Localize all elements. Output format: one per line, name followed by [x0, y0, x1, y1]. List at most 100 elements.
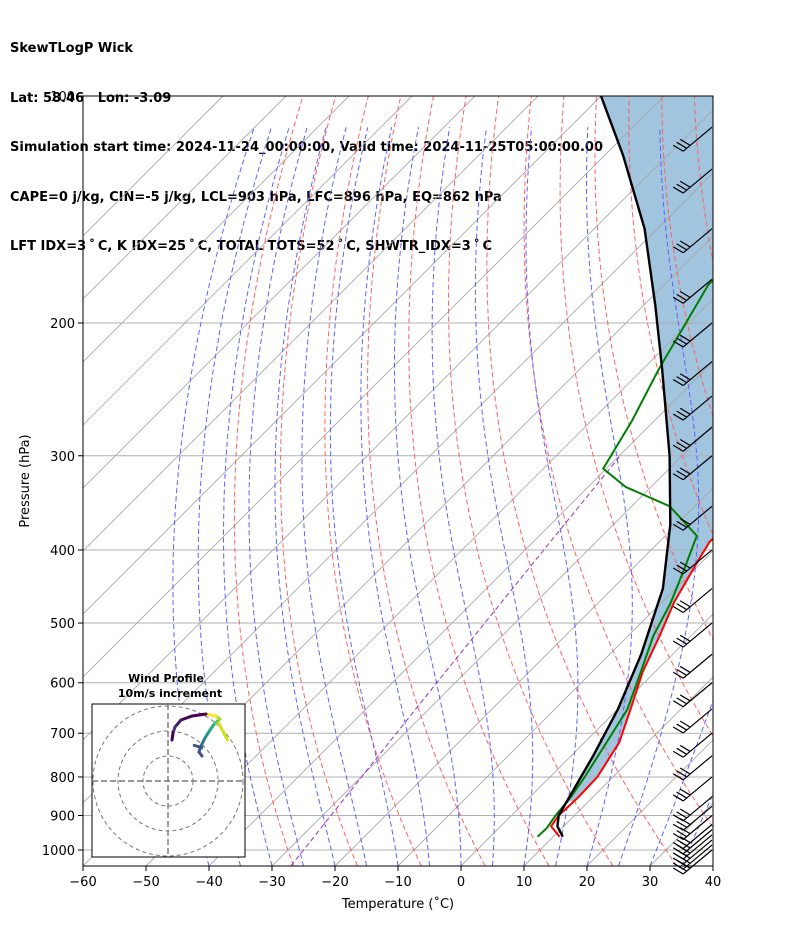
wind-barb [672, 708, 713, 734]
moist-adiabat [172, 127, 255, 866]
dry-adiabat [367, 96, 486, 866]
inset-subtitle: 10m/s increment [118, 687, 222, 700]
mixing-ratio-line [290, 456, 620, 866]
moist-adiabat [474, 127, 534, 866]
isotherm-line [271, 424, 713, 866]
wind-barb [672, 653, 713, 679]
moist-adiabat [248, 127, 308, 866]
chart-title: SkewTLogP Wick [10, 41, 134, 56]
dry-adiabat [486, 96, 678, 866]
location-line: Lat: 58.46 Lon: -3.09 [10, 90, 172, 106]
isotherm-line [145, 298, 713, 866]
isotherm-line [334, 487, 713, 866]
hodograph-segment [204, 712, 218, 718]
hodograph-segment [203, 728, 212, 740]
axes-layer: −60 −50 −40 −30 −20 −10 0 10 20 30 40 100 200 300 400 5… [42, 90, 721, 890]
x-tick-label: −20 [321, 875, 348, 890]
isotherm-line [83, 96, 665, 678]
dry-adiabat [233, 96, 304, 866]
x-tick-label: 40 [705, 875, 722, 890]
dry-adiabat [661, 96, 713, 418]
x-tick-label: 20 [579, 875, 596, 890]
inset-title: Wind Profile [128, 672, 204, 685]
wind-barb [672, 755, 713, 781]
y-tick-label: 400 [50, 544, 75, 559]
wind-barb [672, 815, 713, 841]
wind-barb [672, 805, 713, 831]
x-tick-label: −50 [132, 875, 159, 890]
y-tick-label: 900 [50, 810, 75, 825]
dry-adiabat [727, 96, 794, 866]
x-tick-label: −60 [69, 875, 96, 890]
hodograph-segment [190, 712, 208, 718]
dry-adiabat [324, 96, 422, 866]
x-tick-label: −10 [384, 875, 411, 890]
wind-barb [672, 549, 713, 575]
y-tick-label: 200 [50, 317, 75, 332]
x-tick-label: −40 [195, 875, 222, 890]
dry-adiabat [559, 96, 713, 737]
moist-adiabat [393, 127, 462, 866]
parcel-line [556, 96, 672, 838]
moist-adiabat [618, 127, 700, 866]
y-tick-label: 500 [50, 617, 75, 632]
wind-barb [672, 322, 713, 348]
isotherm-line [712, 865, 713, 866]
hodograph-segment [216, 721, 230, 742]
wind-barb [672, 796, 713, 822]
x-tick-label: 30 [642, 875, 659, 890]
y-tick-label: 800 [50, 771, 75, 786]
y-tick-label: 600 [50, 677, 75, 692]
wind-barb [672, 228, 713, 254]
wind-barb [672, 505, 713, 531]
chart-header: SkewTLogP Wick Lat: 58.46 Lon: -3.09 Sim… [10, 8, 603, 272]
hodograph-segment [192, 743, 204, 750]
profile-layer [536, 96, 713, 838]
wind-barb [672, 126, 713, 152]
wind-barb [672, 682, 713, 708]
wind-barb [672, 395, 713, 421]
grid-layer [83, 96, 794, 866]
isotherm-line [83, 96, 602, 615]
time-line: Simulation start time: 2024-11-24_00:00:… [10, 140, 603, 155]
wind-barb [672, 824, 713, 850]
isotherm-line [83, 96, 224, 237]
x-tick-label: 10 [516, 875, 533, 890]
hodograph-segment [173, 718, 183, 729]
moist-adiabat [329, 127, 399, 866]
wind-barb [672, 776, 713, 802]
x-axis-label: Temperature (˚C) [341, 896, 454, 912]
x-tick-label: −30 [258, 875, 285, 890]
isotherm-line [523, 676, 713, 866]
dry-adiabat [448, 96, 614, 866]
y-tick-label: 100 [50, 90, 75, 105]
isotherm-line [83, 109, 713, 741]
y-tick-label: 1000 [42, 844, 75, 859]
wind-barb [672, 455, 713, 481]
x-tick-label: 0 [457, 875, 465, 890]
moist-adiabat [649, 698, 713, 866]
isotherm-line [83, 96, 476, 489]
wind-barb [672, 278, 713, 304]
wind-barb [672, 622, 713, 648]
wind-barb [672, 168, 713, 194]
moist-adiabat [431, 127, 495, 866]
dry-adiabat [408, 96, 550, 866]
wind-barb [672, 426, 713, 452]
wind-barb [672, 588, 713, 614]
hodograph-segment [179, 714, 194, 722]
dry-adiabat [523, 96, 713, 829]
moist-adiabat [712, 864, 713, 866]
dewpoint-line [536, 278, 713, 838]
y-tick-label: 700 [50, 727, 75, 742]
temperature-line [549, 537, 713, 838]
y-tick-label: 300 [50, 450, 75, 465]
dry-adiabat [280, 96, 358, 866]
wind-barbs [672, 126, 713, 875]
dry-adiabat [594, 96, 713, 641]
dry-adiabat [760, 96, 794, 866]
isotherm-line [83, 96, 287, 300]
isotherm-line [83, 96, 350, 363]
moist-adiabat [525, 127, 579, 866]
